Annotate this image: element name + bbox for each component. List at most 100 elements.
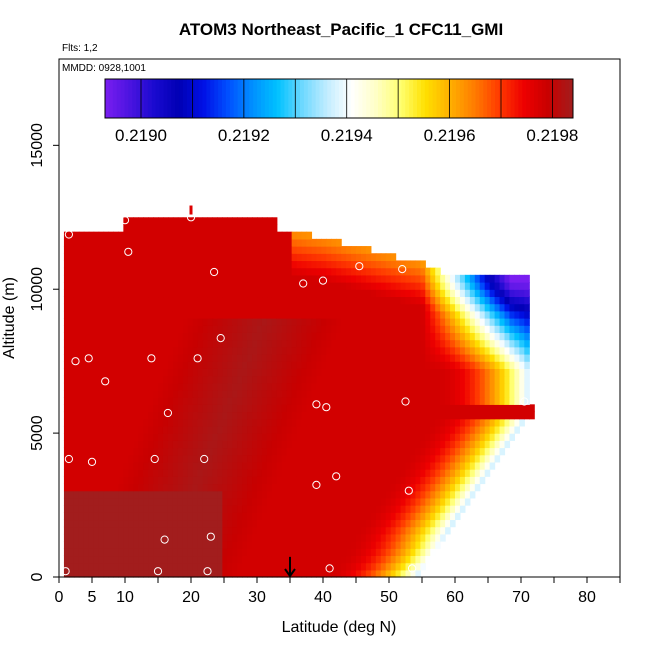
field-cell <box>172 569 179 578</box>
field-cell <box>271 555 278 564</box>
field-cell <box>380 447 387 456</box>
field-cell <box>261 267 268 276</box>
field-cell <box>227 382 233 391</box>
field-cell <box>93 325 100 333</box>
field-cell <box>380 569 387 578</box>
field-cell <box>455 296 461 305</box>
field-cell <box>227 231 233 240</box>
field-cell <box>138 454 144 463</box>
field-cell <box>266 267 273 276</box>
field-cell <box>257 325 263 333</box>
field-cell <box>410 440 416 449</box>
field-cell <box>247 238 253 247</box>
field-cell <box>162 404 169 413</box>
field-cell <box>420 461 426 470</box>
field-cell <box>469 332 476 341</box>
field-cell <box>113 246 119 254</box>
field-cell <box>217 282 223 290</box>
field-cell <box>356 541 362 549</box>
field-cell <box>177 253 184 262</box>
field-cell <box>172 361 179 369</box>
field-cell <box>98 497 105 506</box>
field-cell <box>113 469 119 477</box>
field-cell <box>103 246 110 254</box>
field-cell <box>88 253 95 262</box>
field-cell <box>93 318 100 326</box>
field-cell <box>450 397 456 405</box>
field-cell <box>237 541 243 549</box>
field-cell <box>370 469 377 477</box>
field-cell <box>395 361 402 369</box>
field-cell <box>286 325 293 333</box>
field-cell <box>73 246 80 254</box>
field-cell <box>222 505 228 513</box>
field-cell <box>252 447 258 456</box>
field-cell <box>103 318 110 326</box>
field-cell <box>68 289 75 298</box>
field-cell <box>167 296 174 305</box>
field-cell <box>133 274 139 283</box>
field-cell <box>326 562 332 571</box>
field-cell <box>98 282 105 290</box>
field-cell <box>222 303 228 312</box>
field-cell <box>98 418 105 427</box>
field-cell <box>420 505 426 513</box>
field-cell <box>138 224 144 233</box>
field-cell <box>321 339 327 348</box>
field-cell <box>351 397 357 405</box>
field-cell <box>410 296 416 305</box>
field-cell <box>281 555 288 564</box>
field-cell <box>296 332 303 341</box>
field-cell <box>217 382 223 391</box>
field-cell <box>484 325 491 333</box>
field-cell <box>420 519 426 528</box>
field-cell <box>88 555 95 564</box>
field-cell <box>118 246 124 254</box>
field-cell <box>286 274 293 283</box>
field-cell <box>217 231 223 240</box>
field-cell <box>351 260 357 269</box>
field-cell <box>177 433 184 441</box>
field-cell <box>474 418 481 427</box>
field-cell <box>222 447 228 456</box>
field-cell <box>356 562 362 571</box>
field-cell <box>346 490 352 499</box>
field-cell <box>247 569 253 578</box>
field-cell <box>197 447 204 456</box>
field-cell <box>514 418 520 427</box>
field-cell <box>306 411 313 420</box>
field-cell <box>509 303 515 312</box>
field-cell <box>276 555 283 564</box>
field-cell <box>321 318 327 326</box>
field-cell <box>380 397 387 405</box>
field-cell <box>167 267 174 276</box>
field-cell <box>440 404 446 413</box>
field-cell <box>217 332 223 341</box>
field-cell <box>143 289 149 298</box>
field-cell <box>192 526 199 535</box>
field-cell <box>88 526 95 535</box>
field-cell <box>257 382 263 391</box>
field-cell <box>78 533 85 542</box>
field-cell <box>247 404 253 413</box>
field-cell <box>425 375 431 384</box>
field-cell <box>266 325 273 333</box>
field-cell <box>286 353 293 362</box>
field-cell <box>78 375 85 384</box>
field-cell <box>252 519 258 528</box>
field-cell <box>360 418 367 427</box>
field-cell <box>133 339 139 348</box>
field-cell <box>78 238 85 247</box>
field-cell <box>266 246 273 254</box>
field-cell <box>162 318 169 326</box>
field-cell <box>192 548 199 557</box>
field-cell <box>474 375 481 384</box>
field-cell <box>83 310 90 319</box>
field-cell <box>291 454 298 463</box>
field-cell <box>489 274 496 283</box>
field-cell <box>158 231 164 240</box>
field-cell <box>237 310 243 319</box>
field-cell <box>276 411 283 420</box>
colorbar-segment <box>514 79 519 118</box>
field-cell <box>420 296 426 305</box>
